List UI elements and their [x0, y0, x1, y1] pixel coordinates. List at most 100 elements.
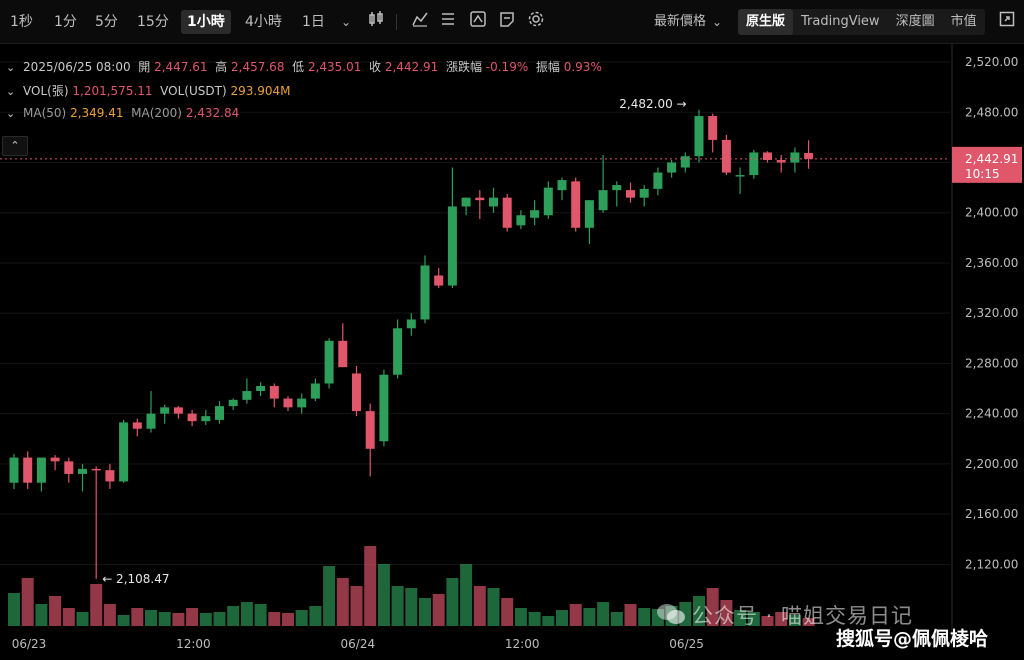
- candle-body: [571, 181, 581, 228]
- candle-body: [434, 275, 444, 286]
- candle-body: [132, 422, 142, 429]
- candle-body: [406, 319, 416, 329]
- candle-body: [735, 175, 745, 177]
- chevron-down-icon[interactable]: ⌄: [6, 85, 16, 98]
- timeframe-4h[interactable]: 4小時: [245, 14, 282, 30]
- view-depth[interactable]: 深度圖: [895, 14, 935, 29]
- volume-bar: [651, 609, 664, 626]
- candle-body: [420, 265, 430, 320]
- volume-bar: [597, 602, 610, 626]
- view-native[interactable]: 原生版: [738, 9, 794, 35]
- vol-label: VOL(張): [23, 84, 69, 98]
- candle-body: [584, 200, 594, 228]
- volume-bar: [282, 613, 294, 626]
- volume-bar: [569, 604, 582, 626]
- candle-body: [187, 413, 197, 422]
- low-value: 2,435.01: [307, 60, 362, 74]
- timeframe-1s[interactable]: 1秒: [10, 14, 33, 30]
- candle-body: [215, 406, 224, 420]
- current-price-value: 2,442.91: [965, 152, 1018, 166]
- drawing-tool-icon[interactable]: [468, 10, 488, 34]
- volume-bar: [638, 608, 651, 626]
- timeframe-5m[interactable]: 5分: [95, 14, 118, 30]
- volume-bar: [487, 588, 500, 626]
- volume-bar: [8, 593, 20, 626]
- volume-bar: [528, 612, 541, 626]
- volume-bar: [364, 546, 377, 626]
- ohlc-legend: ⌄ 2025/06/25 08:00 開 2,447.61 高 2,457.68…: [6, 58, 602, 75]
- timeframe-15m[interactable]: 15分: [137, 14, 169, 30]
- candle-type-icon[interactable]: [366, 10, 386, 34]
- volume-bar: [405, 588, 418, 626]
- watermark-account: 公众号 · 喵姐交易日记: [692, 604, 914, 628]
- volume-bar: [186, 608, 199, 626]
- change-label: 漲跌幅: [445, 60, 482, 74]
- view-market-cap[interactable]: 市值: [950, 14, 977, 29]
- volume-bar: [391, 586, 404, 626]
- low-label: 低: [292, 60, 305, 74]
- ma-legend: ⌄ MA(50) 2,349.41 MA(200) 2,432.84: [6, 106, 239, 120]
- candle-body: [201, 416, 211, 422]
- y-tick-label: 2,160.00: [965, 507, 1018, 521]
- high-value: 2,457.68: [231, 60, 285, 74]
- collapse-legend-button[interactable]: ⌃: [2, 136, 28, 156]
- timeframe-1h[interactable]: 1小時: [181, 10, 231, 34]
- vol-usdt-value: 293.904M: [230, 84, 291, 98]
- volume-bar: [254, 604, 267, 626]
- price-annotation: 2,482.00 →: [619, 97, 686, 111]
- x-tick-label: 06/25: [669, 637, 704, 651]
- volume-bar: [377, 564, 390, 626]
- chevron-down-icon[interactable]: ⌄: [711, 15, 723, 29]
- candle-body: [639, 188, 649, 198]
- candle-body: [324, 340, 334, 384]
- candle-body: [598, 190, 608, 211]
- view-tradingview[interactable]: TradingView: [801, 14, 880, 29]
- view-switcher: 原生版 TradingView 深度圖 市值: [738, 9, 985, 35]
- candle-body: [694, 116, 704, 157]
- volume-bar: [21, 578, 34, 626]
- candle-body: [653, 172, 663, 189]
- settings-list-icon[interactable]: [438, 10, 458, 34]
- timeframe-1d[interactable]: 1日: [302, 14, 325, 30]
- candlestick-chart[interactable]: 2,520.002,480.002,440.002,400.002,360.00…: [0, 44, 1024, 660]
- screenshot-icon[interactable]: [497, 10, 517, 34]
- volume-bar: [761, 616, 774, 626]
- candle-body: [379, 374, 389, 442]
- candle-body: [502, 197, 512, 228]
- gear-icon[interactable]: [526, 10, 546, 34]
- countdown-value: 10:15: [965, 167, 1000, 181]
- volume-bar: [227, 606, 240, 626]
- volume-bar: [802, 618, 815, 626]
- volume-bar: [693, 596, 705, 626]
- y-tick-label: 2,280.00: [965, 356, 1018, 370]
- volume-bar: [158, 612, 171, 626]
- candle-body: [763, 152, 772, 160]
- candle-body: [790, 152, 800, 163]
- chevron-down-icon[interactable]: ⌄: [6, 61, 16, 74]
- fullscreen-icon[interactable]: [998, 10, 1016, 34]
- volume-bar: [199, 613, 212, 626]
- x-tick-label: 12:00: [176, 637, 211, 651]
- candle-body: [365, 411, 375, 449]
- volume-bar: [295, 610, 308, 626]
- y-tick-label: 2,400.00: [965, 206, 1018, 220]
- volume-bar: [624, 604, 637, 626]
- volume-bar: [775, 612, 788, 626]
- candle-body: [283, 398, 293, 408]
- timeframe-1m[interactable]: 1分: [54, 14, 77, 30]
- candle-body: [242, 391, 252, 400]
- chevron-up-icon: ⌃: [10, 139, 20, 152]
- volume-bar: [446, 578, 459, 626]
- price-mode-select[interactable]: 最新價格: [654, 14, 707, 29]
- x-tick-label: 06/23: [12, 637, 47, 651]
- volume-bar: [720, 600, 733, 626]
- volume-bar: [49, 596, 62, 626]
- change-value: -0.19%: [485, 60, 529, 74]
- candle-body: [461, 197, 471, 207]
- chevron-down-icon[interactable]: ⌄: [340, 15, 352, 29]
- candle-body: [557, 180, 567, 191]
- vol-value: 1,201,575.11: [72, 84, 153, 98]
- y-tick-label: 2,520.00: [965, 55, 1018, 69]
- chevron-down-icon[interactable]: ⌄: [6, 107, 16, 120]
- indicator-icon[interactable]: [410, 10, 430, 34]
